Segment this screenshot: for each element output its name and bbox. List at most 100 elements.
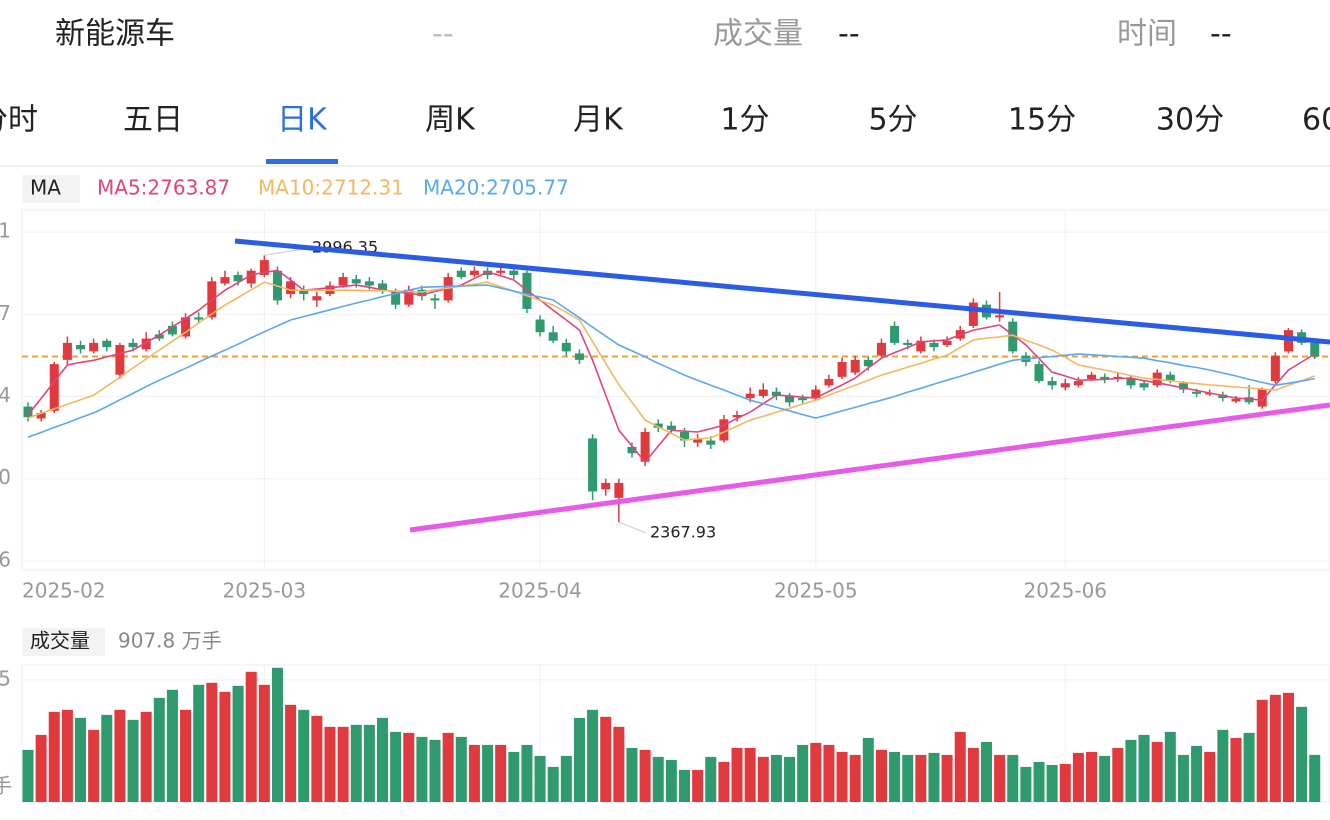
candle-body [785, 395, 795, 403]
candle-body [36, 412, 46, 419]
volume-bar [482, 744, 494, 802]
volume-bar [862, 737, 874, 802]
candle-body [378, 283, 388, 290]
candle-body [128, 342, 138, 348]
tab[interactable]: 分时 [0, 103, 38, 138]
volume-current: 907.8 万手 [118, 629, 222, 653]
volume-label: 成交量 [713, 17, 803, 52]
price: -- [432, 17, 454, 52]
tab[interactable]: 5分 [868, 103, 917, 138]
candle-body [837, 361, 847, 377]
candle-body [430, 298, 440, 301]
tab[interactable]: 月K [573, 103, 624, 138]
candle-body [548, 332, 558, 341]
volume-bar [232, 685, 244, 802]
volume-bar [1072, 752, 1084, 802]
volume-bar [613, 726, 625, 802]
volume-bar [1309, 754, 1321, 802]
volume-bar [1138, 734, 1150, 802]
legend-entry: MA10:2712.31 [258, 176, 404, 200]
candle-body [259, 260, 269, 275]
candle-body [1047, 381, 1057, 386]
volume-title-box [22, 628, 105, 656]
indicator: MA [30, 176, 61, 200]
candle-body [1126, 378, 1136, 386]
tab[interactable]: 15分 [1008, 103, 1076, 138]
candle-body [995, 315, 1005, 318]
candle-body [220, 277, 230, 284]
candle-body [181, 317, 191, 337]
candle-body [1139, 383, 1149, 388]
volume-bar [206, 682, 218, 802]
volume-bar [797, 744, 809, 802]
candle-body [1270, 355, 1280, 382]
volume-bar [180, 709, 192, 802]
x-tick-label: 2025-03 [223, 579, 307, 603]
candle-body [903, 342, 913, 345]
volume-bar [1243, 732, 1255, 802]
candle-body [771, 391, 781, 396]
tab[interactable]: 60分 [1302, 103, 1330, 138]
volume-bar [298, 709, 310, 802]
tab[interactable]: 周K [425, 103, 476, 138]
volume-title: 成交量 [30, 629, 90, 653]
volume-bar [285, 704, 297, 802]
candle-body [1178, 383, 1188, 390]
y-tick-label: 3051 [0, 219, 11, 243]
candle-body [588, 438, 598, 492]
volume-bar [1151, 741, 1163, 802]
candle-body [299, 289, 309, 295]
volume-bar [508, 751, 520, 802]
volume-unit: 万手 [0, 774, 12, 798]
candle-body [653, 423, 663, 428]
volume-bar [258, 684, 270, 802]
chart: 3051 2857 2664 2470 2276 2354.5 万手 2025-02 2025-… [0, 176, 1330, 803]
candle-body [456, 270, 466, 278]
volume-bar [692, 769, 704, 802]
volume-bar [521, 744, 533, 802]
candle-body [102, 340, 112, 348]
tab[interactable]: 五日 [123, 103, 183, 138]
candle-body [417, 289, 427, 297]
volume-bar [980, 741, 992, 802]
y-tick-label: 2857 [0, 301, 11, 325]
candle-body [364, 281, 374, 286]
candle-body [1073, 381, 1083, 386]
candle-body [115, 345, 125, 375]
volume-bar [140, 711, 152, 802]
volume-bar [324, 726, 336, 802]
tab[interactable]: 日K [277, 103, 328, 138]
candle-body [968, 302, 978, 326]
trend-line-upper [234, 238, 1330, 345]
volume-bar [166, 689, 178, 802]
volume-bar [600, 716, 612, 802]
candle-body [706, 440, 716, 445]
candle-body [876, 342, 886, 356]
candle-body [640, 432, 650, 462]
volume-bar [1059, 763, 1071, 802]
volume-bar [941, 754, 953, 802]
volume-value: -- [838, 17, 860, 52]
stock-name: 新能源车 [55, 17, 175, 52]
candle-body [890, 325, 900, 343]
tab[interactable]: 30分 [1156, 103, 1224, 138]
tab[interactable]: 1分 [720, 103, 769, 138]
volume-bar [1296, 706, 1308, 802]
candle-body [693, 438, 703, 443]
candle-body [850, 359, 860, 373]
volume-bar [836, 751, 848, 802]
volume-bar [1204, 751, 1216, 802]
volume-bar [114, 709, 126, 802]
candle-body [233, 274, 243, 282]
candle-body [1257, 389, 1267, 407]
ma-line [27, 281, 1315, 441]
volume-bar [954, 731, 966, 802]
candle-body [627, 446, 637, 454]
volume-bar [902, 754, 914, 802]
candle-body [469, 270, 479, 275]
candle-body [745, 393, 755, 399]
volume-bar [731, 747, 743, 802]
x-tick-label: 2025-04 [498, 579, 582, 603]
candle-body [811, 389, 821, 399]
